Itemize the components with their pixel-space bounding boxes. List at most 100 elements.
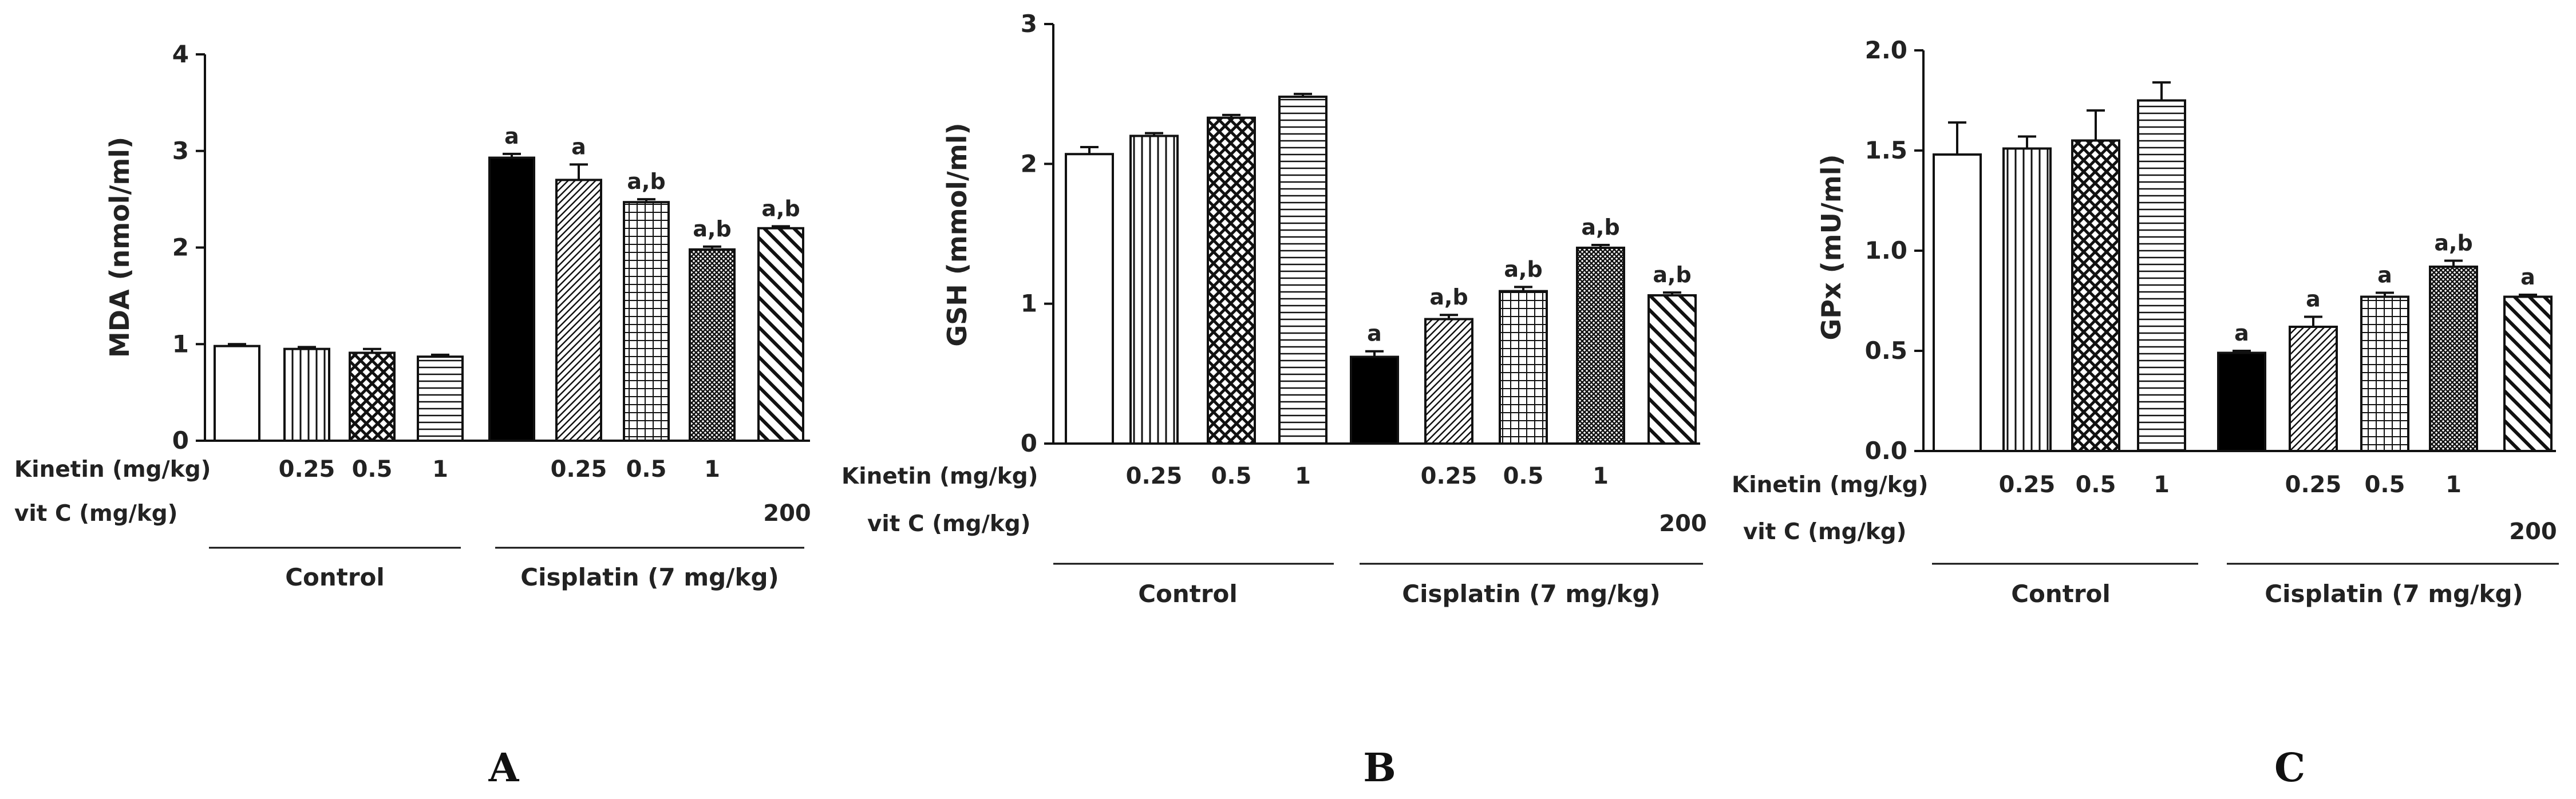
significance-label: a,b [627,169,665,194]
bar [689,248,736,442]
error-bar [503,152,521,158]
significance-label: a,b [761,196,800,221]
error-bar [1145,132,1163,136]
bar [2217,351,2266,452]
control-label: Control [285,563,385,591]
bar [488,156,535,442]
kinetin-dose: 0.25 [1421,463,1477,489]
kinetin-dose: 0.25 [2285,472,2342,498]
kinetin-doses: 0.25 0.5 1 0.25 0.5 1 [279,456,720,482]
y-axis-label: GSH (mmol/ml) [942,122,973,346]
kinetin-doses: 0.25 0.5 1 0.25 0.5 1 [1126,463,1609,489]
error-bar [2018,135,2036,149]
kinetin-dose: 0.25 [1126,463,1183,489]
y-tick-label: 1 [172,330,189,358]
significance-label: a [571,134,586,159]
y-tick-label: 1.0 [1865,236,1907,264]
error-bars [228,152,790,357]
bar [1278,96,1327,445]
error-bar [2233,350,2251,353]
kinetin-row-label: Kinetin (mg/kg) [1732,472,1928,498]
error-bar [1080,146,1099,155]
significance-label: a,b [693,216,731,242]
bar [1129,135,1179,445]
kinetin-dose: 1 [432,456,448,482]
y-tick-label: 0 [1021,429,1037,457]
significance-labels: a a,b a,b a,b a,b [1367,215,1691,346]
error-bar [703,245,721,250]
panel-letter-a: A [488,745,520,791]
bar [1576,246,1625,445]
bar [1207,116,1256,445]
kinetin-dose: 0.5 [2076,472,2116,498]
error-bar [1514,286,1532,291]
cisplatin-label: Cisplatin (7 mg/kg) [1402,580,1660,608]
error-bar [1663,291,1681,296]
error-bar [2519,294,2537,297]
error-bar [228,343,246,346]
vitc-dose: 200 [2509,519,2557,545]
vitc-doses: 200 [763,500,811,527]
y-axis-label: GPx (mU/ml) [1816,155,1847,341]
y-tick-label: 0 [172,426,189,454]
bar [1065,153,1114,445]
kinetin-dose: 0.5 [1503,463,1544,489]
significance-label: a,b [2434,231,2472,256]
vitc-doses: 200 [1659,511,1707,537]
significance-label: a,b [1429,284,1468,310]
bar [623,201,670,442]
y-tick-label: 3 [172,137,189,165]
panel-letter-c: C [2274,745,2305,791]
bar [1499,290,1548,445]
y-tick-label: 2 [172,234,189,262]
kinetin-dose: 0.5 [626,456,667,482]
control-label: Control [2011,580,2111,608]
significance-label: a,b [1653,262,1691,287]
vitc-doses: 200 [2509,519,2557,545]
panel-b: a a,b a,b a,b a,b 0 1 2 3 GSH (mmol/ml) Kinetin… [841,10,1707,791]
kinetin-row-label: Kinetin (mg/kg) [14,457,211,482]
error-bar [298,346,316,349]
kinetin-row-label: Kinetin (mg/kg) [841,464,1038,489]
error-bar [1948,121,1966,155]
error-bar [1440,314,1458,319]
panel-c: a a a a,b a 0.0 0.5 1.0 1.5 2.0 GPx (mU/ml) Kine… [1732,36,2559,791]
bar [283,347,330,442]
kinetin-dose: 0.25 [551,456,607,482]
error-bar [1365,350,1384,357]
vitc-row-label: vit C (mg/kg) [14,501,178,527]
vitc-dose: 200 [1659,511,1707,537]
significance-labels: a a a,b a,b a,b [504,124,800,242]
bar [555,179,602,442]
kinetin-dose: 1 [1295,463,1311,489]
y-tick-label: 0.0 [1865,437,1907,465]
error-bar [772,225,790,228]
significance-label: a [2377,263,2392,288]
kinetin-dose: 0.25 [279,456,335,482]
panel-a: a a a,b a,b a,b 0 1 2 3 4 MDA (nmol/ml) Kinetin … [14,40,811,791]
y-tick-label: 1.5 [1865,136,1907,164]
kinetin-dose: 1 [2154,472,2170,498]
bar [1933,153,1982,452]
bar [1350,355,1399,445]
kinetin-dose: 0.25 [1999,472,2056,498]
vitc-row-label: vit C (mg/kg) [1743,519,1907,545]
control-label: Control [1138,580,1238,608]
error-bar [363,347,381,353]
error-bar [2304,315,2322,327]
bars [1933,99,2553,452]
error-bar [570,163,588,180]
error-bar [1222,113,1240,118]
y-tick-label: 2.0 [1865,36,1907,64]
kinetin-dose: 1 [2445,472,2462,498]
y-axis-label: MDA (nmol/ml) [104,137,135,358]
error-bars [1080,93,1681,357]
panel-letter-b: B [1363,745,1396,791]
bar [349,351,396,442]
bar [214,345,260,442]
significance-label: a [2234,321,2249,346]
bar [757,227,804,442]
error-bars [1948,81,2537,353]
y-tick-label: 1 [1021,290,1037,318]
